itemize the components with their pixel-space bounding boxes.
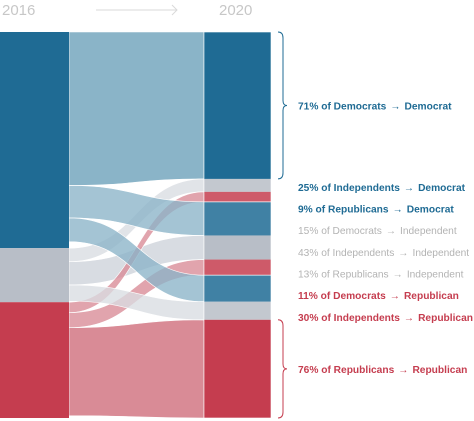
node-2020-segment-republican-to-republican <box>204 319 271 418</box>
flow-ribbon-democrat-to-democrat <box>68 31 205 186</box>
node-2020-segment-independent-to-republican <box>204 301 271 320</box>
flow-label-origin: 9% of Republicans <box>298 205 389 216</box>
flow-label-destination: Democrat <box>407 205 455 216</box>
flow-label-independent-to-independent: 43% of Independents → Independent <box>298 248 469 259</box>
node-2020-segment-democrat-to-republican <box>204 275 271 302</box>
flow-label-destination: Republican <box>418 313 473 324</box>
flow-label-republican-to-republican: 76% of Republicans → Republican <box>298 365 467 376</box>
node-2016-republican <box>0 302 69 418</box>
flow-label-origin: 15% of Democrats <box>298 226 382 237</box>
flow-label-origin: 71% of Democrats <box>298 101 387 112</box>
node-2020-segment-independent-to-democrat <box>204 178 271 192</box>
flow-label-arrow: → <box>404 313 414 324</box>
node-2016-independent <box>0 248 69 303</box>
node-2020-segment-democrat-to-democrat <box>204 32 271 179</box>
header-arrow <box>96 4 178 16</box>
brace-layer <box>277 31 288 419</box>
flow-label-arrow: → <box>393 270 403 281</box>
flow-label-independent-to-democrat: 25% of Independents → Democrat <box>298 183 466 194</box>
node-2020-segment-democrat-to-independent <box>204 201 271 236</box>
flow-label-arrow: → <box>386 226 396 237</box>
flow-label-origin: 13% of Republicans <box>298 270 389 281</box>
flow-label-destination: Republican <box>404 291 459 302</box>
flow-label-arrow: → <box>398 248 408 259</box>
flow-label-arrow: → <box>390 291 400 302</box>
nodes-layer <box>0 31 272 419</box>
flow-label-destination: Independent <box>400 226 457 237</box>
flow-label-arrow: → <box>404 183 414 194</box>
flow-label-republican-to-independent: 13% of Republicans → Independent <box>298 270 464 281</box>
flows-layer <box>68 31 205 419</box>
node-2016-democrat <box>0 32 69 249</box>
node-2020-segment-republican-to-independent <box>204 259 271 276</box>
node-2020-republican <box>203 274 272 419</box>
flow-label-democrat-to-republican: 11% of Democrats → Republican <box>298 291 459 302</box>
year-start-label: 2016 <box>2 2 35 19</box>
year-end-label: 2020 <box>219 2 252 19</box>
flow-label-origin: 43% of Independents <box>298 248 394 259</box>
node-2020-segment-republican-to-democrat <box>204 191 271 202</box>
flow-label-origin: 30% of Independents <box>298 313 400 324</box>
flow-label-destination: Republican <box>412 365 467 376</box>
flow-label-destination: Independent <box>412 248 469 259</box>
brace-republican-to-republican <box>277 319 288 419</box>
flow-label-destination: Democrat <box>418 183 466 194</box>
node-2020-segment-independent-to-independent <box>204 235 271 260</box>
flow-label-destination: Independent <box>407 270 464 281</box>
flow-label-democrat-to-independent: 15% of Democrats → Independent <box>298 226 457 237</box>
flow-label-republican-to-democrat: 9% of Republicans → Democrat <box>298 205 454 216</box>
flow-label-destination: Democrat <box>405 101 453 112</box>
flow-label-democrat-to-democrat: 71% of Democrats → Democrat <box>298 101 452 112</box>
brace-democrat-to-democrat <box>277 31 288 180</box>
flow-label-origin: 25% of Independents <box>298 183 400 194</box>
flow-label-arrow: → <box>398 365 408 376</box>
flow-label-independent-to-republican: 30% of Independents → Republican <box>298 313 473 324</box>
flow-label-origin: 76% of Republicans <box>298 365 395 376</box>
flow-ribbon-republican-to-republican <box>68 319 205 419</box>
flow-label-arrow: → <box>390 101 400 112</box>
flow-label-arrow: → <box>393 205 403 216</box>
flow-label-origin: 11% of Democrats <box>298 291 386 302</box>
